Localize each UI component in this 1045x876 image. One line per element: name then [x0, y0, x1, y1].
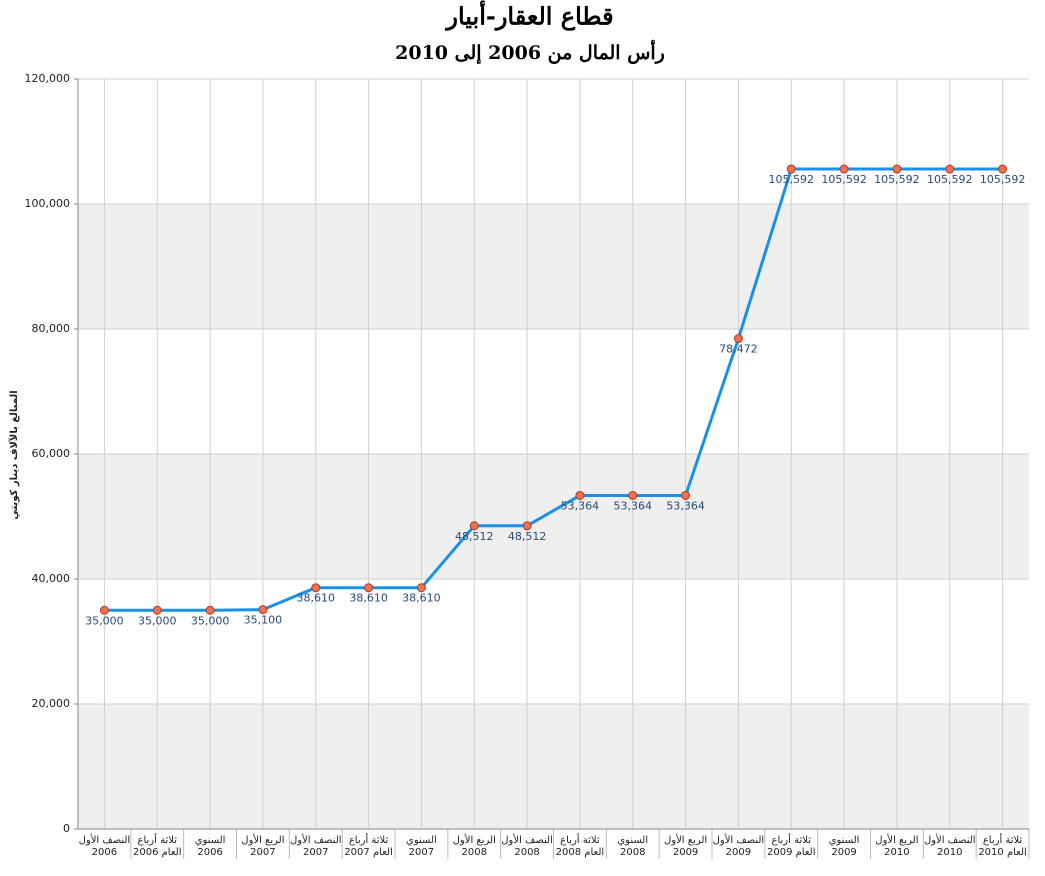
data-label: 78,472	[719, 343, 758, 356]
x-tick-label: السنوي 2008	[617, 835, 649, 858]
data-label: 53,364	[561, 499, 600, 512]
data-point	[311, 583, 321, 593]
chart-title: قطاع العقار-أبيار	[444, 0, 613, 32]
data-label: 35,000	[138, 614, 177, 627]
data-label: 48,512	[508, 530, 547, 543]
data-point	[998, 164, 1008, 174]
y-axis-title: المبالغ بالآلاف دينار كويتي	[8, 390, 20, 519]
x-tick-label: السنوي 2006	[194, 835, 226, 858]
data-point	[628, 490, 638, 500]
y-tick-label: 20,000	[32, 697, 71, 710]
grid-band	[78, 454, 1029, 579]
data-point	[469, 521, 479, 531]
data-label: 35,000	[191, 614, 230, 627]
data-point	[99, 605, 109, 615]
x-tick-label: السنوي 2009	[828, 835, 860, 858]
data-label: 53,364	[666, 499, 705, 512]
data-label: 53,364	[614, 499, 653, 512]
y-tick-label: 120,000	[25, 72, 71, 85]
data-label: 48,512	[455, 530, 494, 543]
data-label: 38,610	[349, 592, 388, 605]
data-point	[152, 605, 162, 615]
y-tick-label: 0	[63, 822, 70, 835]
grid-band	[78, 704, 1029, 829]
x-tick-label: ثلاثة أرباع العام 2008	[555, 835, 605, 858]
x-tick-label: النصف الأول 2010	[923, 835, 976, 858]
x-tick-label: الربع الأول 2008	[452, 835, 496, 858]
data-label: 38,610	[297, 592, 336, 605]
y-tick-label: 80,000	[32, 322, 71, 335]
x-tick-label: النصف الأول 2006	[78, 835, 131, 858]
data-point	[839, 164, 849, 174]
x-tick-label: النصف الأول 2009	[712, 835, 765, 858]
y-tick-label: 40,000	[32, 572, 71, 585]
x-tick-label: ثلاثة أرباع العام 2007	[344, 835, 393, 858]
data-label: 105,592	[769, 173, 815, 186]
data-point	[733, 334, 743, 344]
data-label: 105,592	[980, 173, 1026, 186]
data-point	[575, 490, 585, 500]
grid-band	[78, 204, 1029, 329]
chart-subtitle: رأس المال من 2006 إلى 2010	[395, 39, 665, 65]
data-label: 105,592	[874, 173, 920, 186]
data-label: 105,592	[821, 173, 867, 186]
x-tick-label: السنوي 2007	[406, 835, 437, 858]
x-tick-label: الربع الأول 2010	[875, 835, 919, 858]
x-tick-label: النصف الأول 2008	[501, 835, 553, 858]
y-tick-label: 100,000	[25, 197, 71, 210]
x-tick-label: النصف الأول 2007	[289, 835, 342, 858]
data-line	[104, 167, 1003, 612]
data-point	[364, 583, 374, 593]
data-label: 35,000	[85, 614, 124, 627]
x-tick-label: الربع الأول 2007	[241, 835, 285, 858]
data-point	[892, 164, 902, 174]
data-point	[258, 605, 268, 615]
x-tick-label: ثلاثة أرباع العام 2009	[766, 835, 816, 858]
data-point	[945, 164, 955, 174]
data-point	[681, 490, 691, 500]
data-point	[416, 583, 426, 593]
x-tick-label: الربع الأول 2009	[663, 835, 708, 858]
data-point	[786, 164, 796, 174]
data-label: 35,100	[244, 614, 283, 627]
x-tick-label: ثلاثة أرباع العام 2010	[978, 835, 1027, 858]
data-label: 105,592	[927, 173, 973, 186]
data-label: 38,610	[402, 592, 441, 605]
data-point	[522, 521, 532, 531]
x-tick-label: ثلاثة أرباع العام 2006	[132, 835, 182, 858]
y-tick-label: 60,000	[32, 447, 71, 460]
data-point	[205, 605, 215, 615]
